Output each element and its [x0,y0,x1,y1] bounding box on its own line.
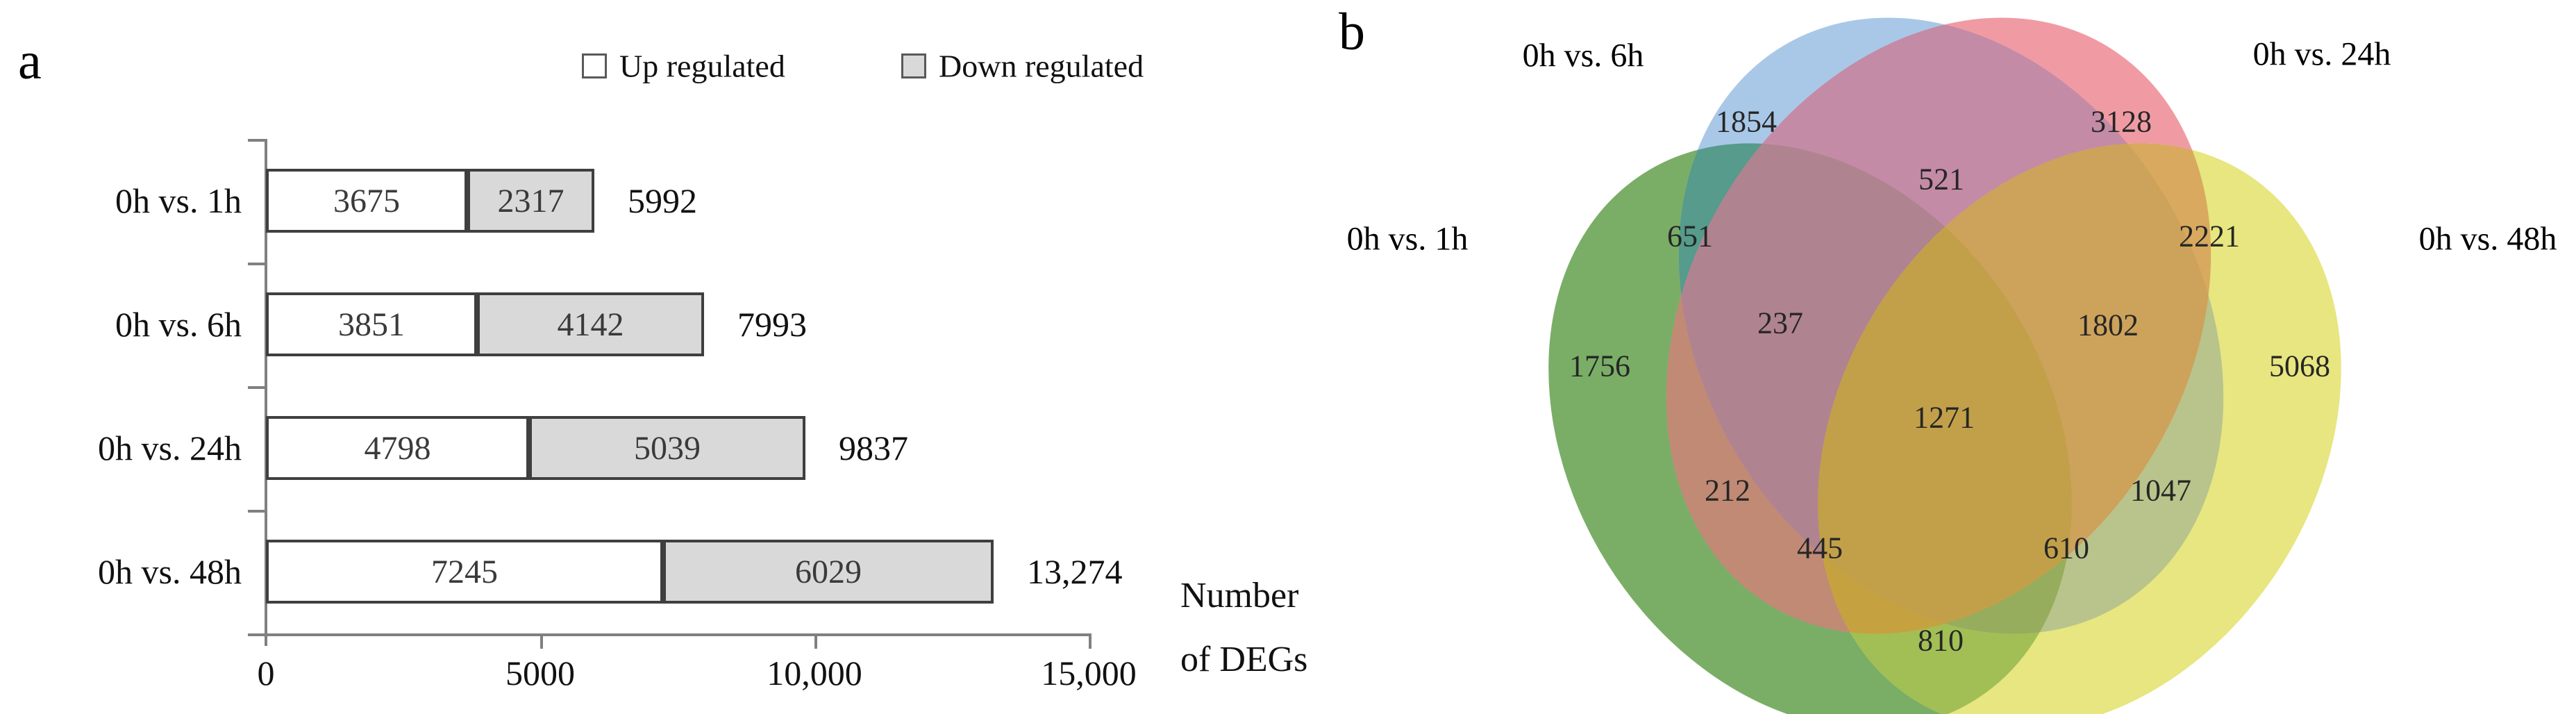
total-label: 5992 [628,181,697,220]
segment-value: 3851 [338,306,405,343]
total-label: 9837 [839,429,908,467]
panel-b-letter: b [1339,3,1365,61]
x-tick-label: 10,000 [767,654,862,692]
venn-count-i_1h_24h: 212 [1705,473,1750,508]
x-tick-label: 0 [257,654,275,692]
segment-value: 3675 [333,182,400,219]
venn-count-i_6h_48h: 1047 [2130,473,2191,508]
category-label: 0h vs. 6h [115,305,242,344]
category-label: 0h vs. 48h [98,552,242,591]
venn-set-label-3: 0h vs. 48h [2418,220,2557,258]
segment-value: 4142 [557,306,624,343]
bar-segment-down: 4142 [477,292,704,356]
bar-segment-up: 7245 [266,540,663,604]
segment-value: 7245 [431,553,498,590]
venn-count-only_24h: 3128 [2091,104,2152,139]
x-tick-label: 15,000 [1041,654,1137,692]
y-axis-tick [248,386,265,389]
segment-value: 5039 [634,429,701,467]
y-axis-tick [248,263,265,265]
panel-a-letter: a [18,32,42,90]
bar-segment-up: 4798 [266,416,529,480]
venn-count-i_1h_6h_48h: 610 [2043,531,2089,565]
legend-label-down: Down regulated [939,48,1144,84]
venn-count-only_6h: 1854 [1716,104,1777,139]
venn-count-i_6h_24h: 521 [1918,162,1964,197]
bar-segment-down: 5039 [529,416,805,480]
venn-set-label-2: 0h vs. 24h [2252,35,2391,73]
category-label: 0h vs. 1h [115,181,242,220]
venn-count-i_1h_6h: 651 [1667,219,1713,254]
x-axis-line [248,633,1092,636]
venn-count-i_24h_48h: 2221 [2179,219,2240,254]
y-axis-tick [248,510,265,513]
x-axis-title-line1: Number [1180,576,1299,615]
legend-swatch-down [901,53,926,78]
bar-segment-down: 6029 [663,540,994,604]
x-tick-label: 5000 [505,654,575,692]
venn-count-i_all: 1271 [1914,400,1975,435]
total-label: 7993 [737,305,807,344]
legend-label-up: Up regulated [619,48,785,84]
category-label: 0h vs. 24h [98,429,242,467]
x-axis-tick [1089,633,1092,649]
venn-set-label-1: 0h vs. 6h [1522,37,1644,74]
venn-set-label-0: 0h vs. 1h [1346,220,1469,258]
segment-value: 4798 [364,429,431,467]
segment-value: 6029 [795,553,862,590]
venn-count-i_1h_48h: 810 [1918,623,1964,658]
y-axis-line [265,139,267,646]
venn-count-only_1h: 1756 [1569,349,1630,383]
x-axis-tick [814,633,817,649]
venn-count-i_1h_24h_48h: 445 [1797,531,1843,565]
x-axis-tick [540,633,543,649]
venn-count-only_48h: 5068 [2269,349,2330,383]
bar-segment-down: 2317 [467,169,594,233]
bar-segment-up: 3851 [266,292,477,356]
venn-count-i_1h_6h_24h: 237 [1757,306,1803,340]
total-label: 13,274 [1027,552,1123,591]
bar-segment-up: 3675 [266,169,467,233]
y-axis-tick [248,139,265,142]
segment-value: 2317 [497,182,564,219]
venn-count-i_6h_24h_48h: 1802 [2077,308,2139,342]
legend-swatch-up [582,53,607,78]
x-axis-title-line2: of DEGs [1180,640,1308,679]
